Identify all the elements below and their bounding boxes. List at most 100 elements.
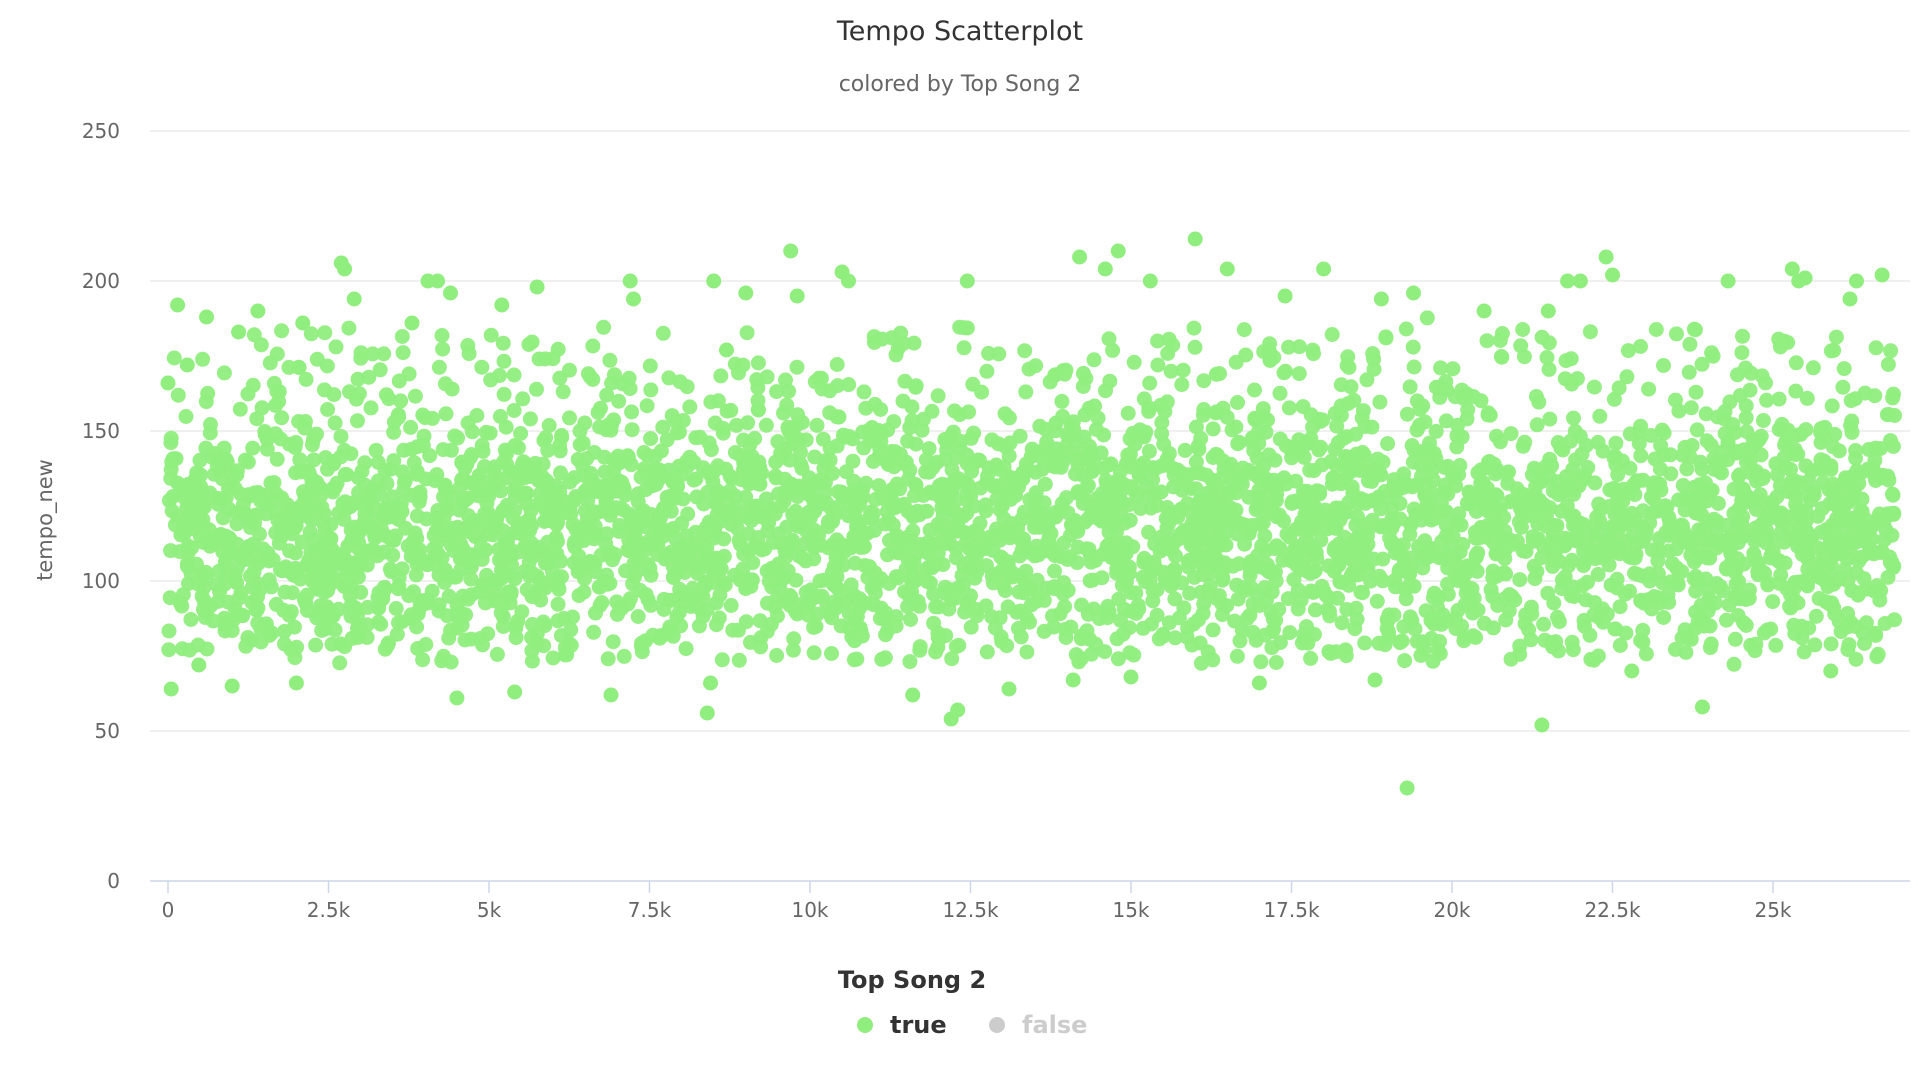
data-point	[779, 540, 795, 555]
data-point	[1097, 644, 1113, 660]
data-point	[371, 600, 387, 616]
data-point	[1796, 644, 1812, 660]
legend-item-false[interactable]: false	[989, 1011, 1087, 1039]
data-point	[688, 524, 704, 540]
data-point	[379, 499, 395, 515]
data-point	[1745, 494, 1761, 510]
data-point	[268, 596, 284, 612]
data-point	[288, 435, 304, 450]
data-point	[360, 599, 376, 615]
data-point	[1208, 366, 1224, 382]
data-point	[385, 547, 401, 563]
data-point	[770, 565, 786, 581]
data-point	[1348, 426, 1364, 442]
data-point	[370, 548, 385, 564]
data-point	[1145, 583, 1161, 599]
data-point	[1196, 373, 1212, 389]
data-point	[738, 489, 754, 505]
data-point	[806, 551, 822, 567]
data-point	[732, 536, 748, 552]
data-point	[1445, 361, 1461, 377]
data-point	[254, 400, 270, 416]
data-point	[1250, 548, 1265, 564]
data-point	[942, 518, 957, 534]
data-point	[1303, 407, 1319, 423]
data-point	[1357, 635, 1373, 651]
data-point	[287, 545, 303, 561]
data-point	[874, 651, 890, 667]
data-point	[1633, 592, 1649, 608]
data-point	[888, 618, 904, 634]
data-point	[1261, 564, 1277, 580]
data-point	[1141, 403, 1157, 419]
data-point	[1825, 476, 1841, 492]
data-point	[756, 510, 772, 526]
data-point	[1507, 592, 1523, 608]
legend-item-true[interactable]: true	[857, 1011, 947, 1039]
data-point	[1305, 419, 1321, 435]
data-point	[1191, 612, 1206, 628]
data-point	[866, 597, 882, 613]
data-point	[623, 457, 639, 473]
data-point	[297, 414, 313, 429]
data-point	[1166, 467, 1182, 483]
data-point	[1174, 575, 1189, 591]
data-point	[562, 410, 577, 426]
y-tick-label: 0	[107, 869, 120, 893]
data-point	[1161, 446, 1177, 461]
x-tick-label: 0	[162, 898, 175, 922]
data-point	[245, 536, 261, 552]
data-point	[219, 550, 234, 565]
y-axis-label: tempo_new	[33, 459, 58, 581]
data-point	[1622, 426, 1638, 442]
data-point	[585, 372, 601, 387]
data-point	[1306, 346, 1321, 362]
data-point	[529, 381, 544, 397]
data-point	[1156, 535, 1172, 551]
data-point	[534, 469, 550, 484]
data-point	[1782, 598, 1798, 614]
data-point	[1316, 261, 1332, 277]
data-point	[535, 456, 551, 472]
data-point	[1807, 637, 1823, 653]
data-point	[1518, 544, 1534, 559]
data-point	[1022, 492, 1038, 508]
data-point	[769, 384, 785, 400]
data-point	[750, 402, 766, 418]
data-point	[1736, 526, 1752, 542]
data-point	[577, 484, 593, 500]
data-point	[1571, 478, 1587, 494]
data-point	[380, 635, 396, 651]
data-point	[281, 359, 297, 375]
data-point	[1534, 550, 1550, 566]
data-point	[357, 513, 373, 529]
data-point	[1282, 625, 1298, 641]
data-point	[1771, 391, 1787, 407]
data-point	[1582, 324, 1598, 340]
data-point	[483, 327, 499, 343]
data-point	[182, 642, 198, 658]
data-point	[260, 545, 276, 561]
data-point	[1444, 537, 1460, 553]
data-point	[861, 559, 877, 575]
data-point	[346, 291, 362, 307]
data-point	[1402, 526, 1418, 542]
data-point	[1701, 582, 1717, 598]
data-point	[1758, 375, 1773, 391]
data-point	[513, 426, 529, 441]
data-point	[284, 526, 300, 542]
data-point	[1268, 655, 1284, 670]
data-point	[1523, 599, 1539, 615]
data-point	[1272, 385, 1288, 401]
data-point	[1340, 538, 1356, 554]
data-point	[1412, 401, 1428, 417]
data-point	[1706, 461, 1722, 477]
data-point	[1671, 492, 1687, 508]
data-point	[550, 596, 566, 612]
data-point	[395, 483, 411, 499]
data-point	[893, 325, 909, 341]
data-point	[1202, 578, 1218, 594]
data-point	[1881, 407, 1897, 423]
data-point	[1323, 645, 1339, 661]
